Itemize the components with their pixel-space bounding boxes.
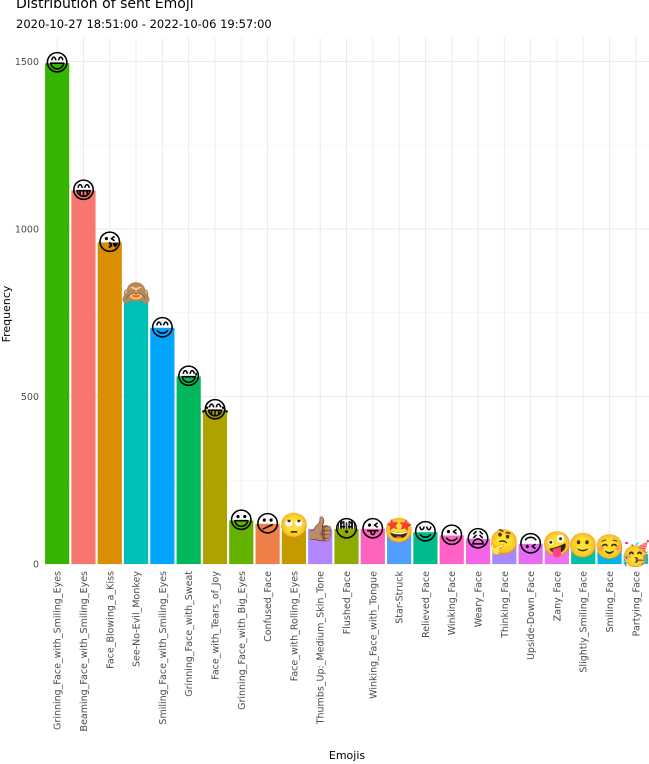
bar-emoji: 🤔: [489, 528, 519, 556]
x-tick-label: Winking_Face_with_Tongue: [368, 571, 379, 699]
bar: [544, 543, 570, 564]
x-tick-label: Partying_Face: [631, 571, 642, 636]
bar-emoji: 🙂: [568, 532, 598, 560]
y-tick-label: 0: [33, 560, 39, 571]
bar-emoji: 🙄: [279, 511, 309, 539]
bar-emoji-markers: 😄 😁😘 🙈 😊😅😂 😃 😕🙄👍🏽😳 😜🤩😌 😉 😩🤔🙃🤪🙂☺️🥳: [45, 49, 649, 568]
x-tick-label: Slightly_Smiling_Face: [579, 571, 590, 673]
bar: [229, 520, 254, 564]
bar-emoji: 😩: [466, 525, 491, 553]
x-axis-ticks: Grinning_Face_with_Smiling_Eyes Beaming_F…: [53, 571, 643, 732]
bar-emoji: ☺️: [595, 533, 625, 561]
x-tick-label: Confused_Face: [263, 571, 274, 642]
x-tick-label: Winking_Face: [447, 571, 458, 635]
y-axis-ticks: 0 500 1000 1500: [15, 57, 39, 571]
y-axis-title: Frequency: [0, 285, 13, 342]
x-tick-label: Face_with_Rolling_Eyes: [289, 571, 300, 681]
bar-emoji: 🙃: [518, 530, 543, 558]
y-tick-label: 1000: [15, 224, 39, 235]
bar-emoji: 🥳: [621, 539, 649, 568]
bar: [71, 190, 96, 564]
bar: [281, 525, 306, 564]
bar: [571, 545, 596, 564]
bar-emoji: 😃: [229, 506, 254, 534]
bar-emoji: 😳: [334, 515, 359, 543]
x-tick-label: Star-Struck: [395, 571, 406, 624]
bar-emoji: 😊: [150, 314, 175, 342]
bar: [97, 242, 122, 564]
bar-emoji: 😁: [71, 176, 96, 204]
bar-emoji: 😜: [360, 515, 385, 543]
x-tick-label: Face_Blowing_a_Kiss: [105, 571, 116, 669]
y-tick-label: 1500: [15, 57, 39, 68]
bar-emoji: 👍🏽: [305, 515, 335, 543]
y-tick-label: 500: [21, 392, 39, 403]
x-tick-label: Grinning_Face_with_Sweat: [184, 571, 195, 697]
x-tick-label: Thumbs_Up:_Medium_Skin_Tone: [316, 571, 327, 725]
bar-emoji: 😌: [413, 518, 438, 546]
bars: [45, 63, 648, 565]
bar: [45, 63, 70, 565]
bar: [623, 553, 648, 564]
chart-title: Distribution of sent Emoji: [16, 0, 194, 12]
x-axis-title: Emojis: [329, 749, 366, 762]
bar: [492, 542, 517, 564]
bar-emoji: 🙈: [121, 279, 151, 307]
bar: [465, 538, 491, 564]
bar-emoji: 🤩: [384, 516, 414, 544]
x-tick-label: Flushed_Face: [342, 571, 353, 634]
bar: [176, 376, 201, 564]
x-tick-label: Zany_Face: [552, 571, 563, 621]
bar: [439, 535, 464, 564]
bar-emoji: 😄: [45, 49, 70, 77]
bar: [308, 528, 333, 564]
x-tick-label: Smiling_Face_with_Smiling_Eyes: [158, 571, 169, 725]
x-tick-label: Grinning_Face_with_Big_Eyes: [237, 571, 248, 710]
bar: [255, 523, 280, 564]
bar-emoji: 🤪: [542, 530, 572, 558]
bar: [597, 547, 622, 564]
x-tick-label: Relieved_Face: [421, 571, 432, 638]
bar: [413, 532, 438, 564]
x-tick-label: Grinning_Face_with_Smiling_Eyes: [53, 571, 64, 730]
bar-emoji: 😕: [255, 510, 280, 538]
x-tick-label: Thinking_Face: [500, 571, 511, 639]
bar: [360, 528, 385, 564]
x-tick-label: Weary_Face: [474, 571, 485, 627]
x-tick-label: Upside-Down_Face: [526, 571, 537, 660]
bar-emoji: 😅: [176, 362, 201, 390]
x-tick-label: Smiling_Face: [605, 571, 616, 633]
bar: [123, 292, 149, 564]
chart-subtitle: 2020-10-27 18:51:00 - 2022-10-06 19:57:0…: [16, 17, 272, 31]
bar: [387, 530, 412, 564]
x-tick-label: Beaming_Face_with_Smiling_Eyes: [79, 571, 90, 731]
bar: [334, 528, 359, 564]
bar: [150, 327, 175, 564]
bar: [518, 543, 543, 564]
bar-emoji: 😉: [439, 522, 464, 550]
bar: [202, 409, 228, 564]
bar-emoji: 😂: [201, 396, 229, 424]
x-tick-label: Face_with_Tears_of_Joy: [210, 571, 221, 680]
x-tick-label: See-No-Evil_Monkey: [132, 571, 143, 667]
bar-emoji: 😘: [97, 228, 122, 256]
